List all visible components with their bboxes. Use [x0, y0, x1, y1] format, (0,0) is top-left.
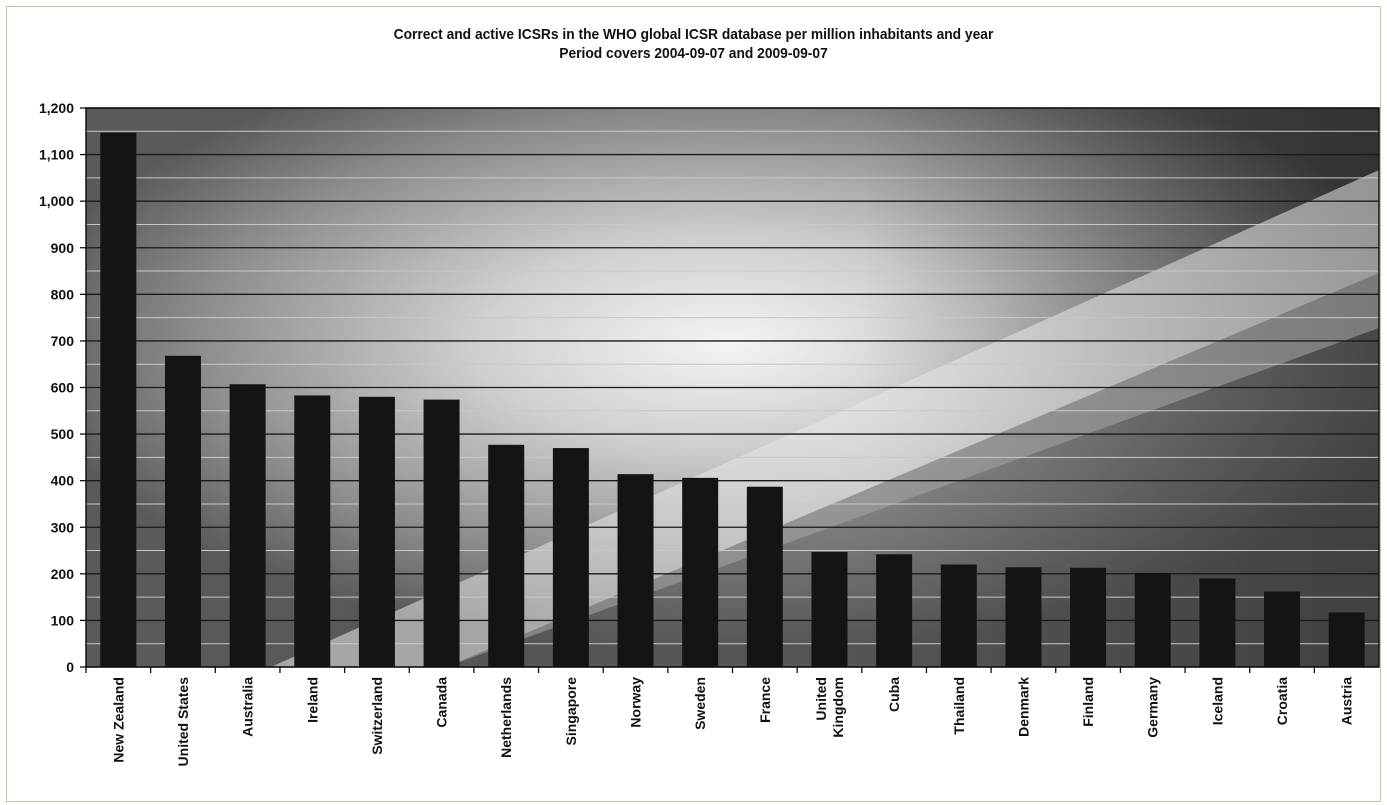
- x-tick-label: New Zealand: [110, 677, 126, 763]
- bar-cuba: [876, 554, 913, 667]
- bar-new-zealand: [100, 132, 137, 668]
- y-tick-label: 100: [51, 612, 75, 628]
- bar-iceland: [1199, 578, 1236, 667]
- y-tick-label: 1,200: [39, 100, 74, 116]
- bar-denmark: [1005, 567, 1042, 667]
- y-tick-label: 500: [51, 426, 75, 442]
- bars: [100, 132, 1365, 668]
- bar-canada: [423, 399, 460, 667]
- x-tick-label-line: Thailand: [951, 677, 967, 735]
- y-tick-label: 800: [51, 286, 75, 302]
- x-tick-label: Netherlands: [498, 677, 514, 758]
- x-tick-label-line: New Zealand: [110, 677, 126, 763]
- bar-switzerland: [358, 396, 395, 667]
- x-tick-label: Thailand: [951, 677, 967, 735]
- bar-thailand: [940, 564, 977, 667]
- x-tick-label-line: Germany: [1145, 677, 1161, 738]
- bar-finland: [1070, 567, 1107, 667]
- x-tick-label: Croatia: [1274, 677, 1290, 725]
- x-tick-label: Cuba: [886, 677, 902, 712]
- x-tick-label-line: Switzerland: [369, 677, 385, 755]
- y-tick-label: 300: [51, 519, 75, 535]
- bar-germany: [1134, 572, 1171, 667]
- x-tick-label-line: Austria: [1339, 677, 1355, 725]
- bar-norway: [617, 474, 654, 667]
- y-tick-label: 600: [51, 380, 75, 396]
- plot-background-dark-band: [446, 273, 1379, 667]
- x-tick-label: Australia: [240, 677, 256, 737]
- y-tick-label: 700: [51, 333, 75, 349]
- chart-title: Correct and active ICSRs in the WHO glob…: [393, 26, 994, 43]
- x-tick-label-line: Norway: [628, 677, 644, 728]
- y-axis-ticks: 0 100 200 300 400 500 600 700 800 900 1,000 1,100 1,…: [39, 100, 86, 675]
- x-tick-label: Iceland: [1209, 677, 1225, 725]
- x-tick-label: France: [757, 677, 773, 723]
- chart-subtitle: Period covers 2004-09-07 and 2009-09-07: [559, 45, 828, 62]
- x-tick-label: Ireland: [304, 677, 320, 723]
- x-tick-label: Denmark: [1015, 677, 1031, 737]
- bar-sweden: [682, 477, 719, 667]
- x-tick-label-line: Iceland: [1209, 677, 1225, 725]
- x-tick-label: Norway: [628, 677, 644, 728]
- x-tick-label-line: Croatia: [1274, 677, 1290, 725]
- x-tick-label-line: Kingdom: [830, 677, 846, 738]
- x-tick-label-line: France: [757, 677, 773, 723]
- bar-croatia: [1264, 591, 1301, 667]
- x-tick-label: Austria: [1339, 677, 1355, 725]
- x-tick-label-line: Cuba: [886, 677, 902, 712]
- y-tick-label: 0: [66, 659, 74, 675]
- x-tick-label: Canada: [434, 677, 450, 728]
- x-tick-label-line: Sweden: [692, 677, 708, 730]
- x-tick-label: Sweden: [692, 677, 708, 730]
- x-tick-label-line: United: [813, 677, 829, 721]
- x-tick-label: Switzerland: [369, 677, 385, 755]
- x-tick-label-line: Netherlands: [498, 677, 514, 758]
- y-tick-label: 900: [51, 240, 75, 256]
- x-tick-label: Singapore: [563, 677, 579, 746]
- y-tick-label: 1,000: [39, 193, 74, 209]
- bar-united-kingdom: [811, 551, 848, 667]
- y-tick-label: 400: [51, 473, 75, 489]
- bar-netherlands: [488, 444, 525, 667]
- bar-united-states: [164, 355, 201, 667]
- bar-australia: [229, 384, 266, 667]
- y-tick-label: 200: [51, 566, 75, 582]
- x-tick-label-line: Singapore: [563, 677, 579, 746]
- x-tick-label: Germany: [1145, 677, 1161, 738]
- bar-austria: [1328, 612, 1365, 667]
- y-tick-label: 1,100: [39, 147, 74, 163]
- x-axis-ticks: New Zealand United States Australia Ireland…: [85, 667, 1355, 767]
- x-tick-label-line: Ireland: [304, 677, 320, 723]
- bar-singapore: [552, 448, 589, 667]
- x-tick-label-line: Australia: [240, 677, 256, 737]
- bar-france: [746, 486, 783, 667]
- x-tick-label-line: Denmark: [1015, 677, 1031, 737]
- x-tick-label-line: United States: [175, 677, 191, 767]
- x-tick-label: Finland: [1080, 677, 1096, 727]
- x-tick-label: United States: [175, 677, 191, 767]
- bar-ireland: [294, 395, 331, 667]
- x-tick-label-line: Finland: [1080, 677, 1096, 727]
- x-tick-label-line: Canada: [434, 677, 450, 728]
- x-tick-label: United Kingdom: [813, 677, 846, 738]
